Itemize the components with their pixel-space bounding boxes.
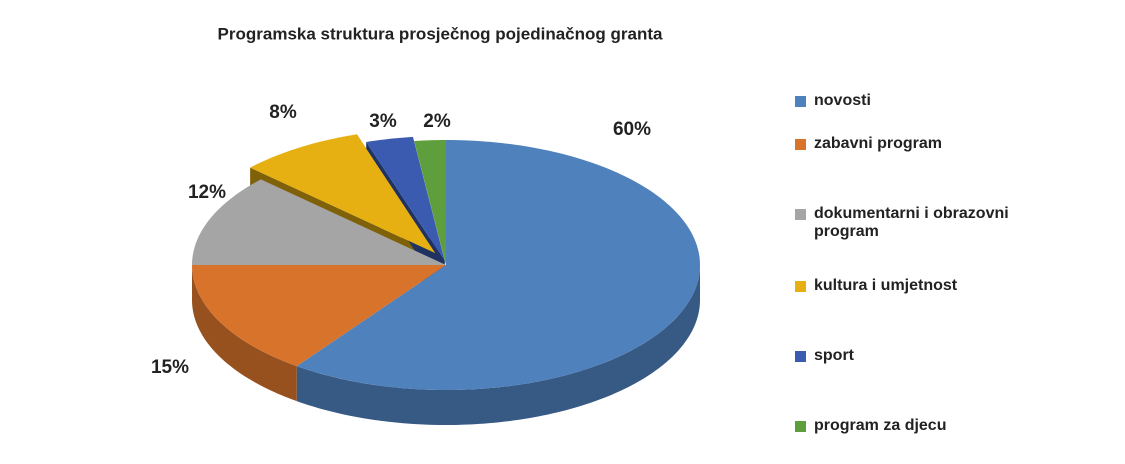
slice — [250, 134, 436, 254]
legend-label: program za djecu — [814, 417, 947, 434]
legend-item: dokumentarni i obrazovni program — [795, 205, 1055, 241]
data-label: 15% — [151, 357, 189, 378]
legend-item: novosti — [795, 92, 1055, 110]
legend-label: sport — [814, 347, 854, 364]
legend-swatch — [795, 96, 806, 107]
slice — [414, 140, 446, 265]
slice — [192, 265, 446, 367]
slice-side — [192, 265, 297, 402]
legend-item: sport — [795, 347, 1055, 365]
legend-label: kultura i umjetnost — [814, 277, 958, 294]
data-label: 12% — [188, 182, 226, 203]
legend-item: program za djecu — [795, 417, 1055, 435]
chart-title: Programska struktura prosječnog pojedina… — [218, 24, 663, 43]
legend-swatch — [795, 351, 806, 362]
data-label: 2% — [423, 111, 451, 132]
data-label: 60% — [613, 119, 651, 140]
legend-label: dokumentarni i obrazovni program — [814, 205, 1009, 240]
data-label: 3% — [369, 111, 397, 132]
legend-label: zabavni program — [814, 135, 943, 152]
legend-item: kultura i umjetnost — [795, 277, 1055, 295]
legend-swatch — [795, 421, 806, 432]
legend-swatch — [795, 281, 806, 292]
legend-label: novosti — [814, 92, 871, 109]
slice — [366, 136, 445, 261]
legend-swatch — [795, 139, 806, 150]
data-label: 8% — [269, 102, 297, 123]
legend-swatch — [795, 209, 806, 220]
legend-item: zabavni program — [795, 135, 1055, 153]
slice — [296, 140, 700, 390]
slice — [192, 179, 446, 265]
slice-side — [296, 265, 700, 425]
